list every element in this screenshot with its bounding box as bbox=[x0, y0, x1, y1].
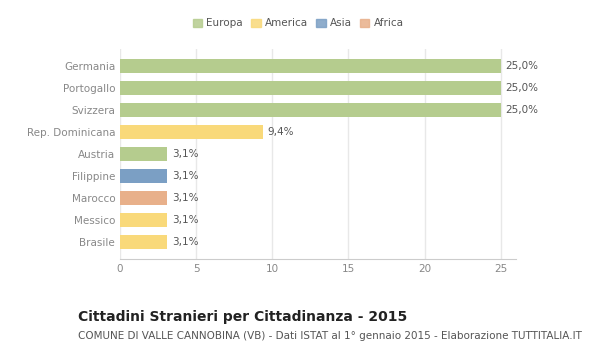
Text: 3,1%: 3,1% bbox=[172, 171, 198, 181]
Text: 3,1%: 3,1% bbox=[172, 237, 198, 247]
Legend: Europa, America, Asia, Africa: Europa, America, Asia, Africa bbox=[191, 16, 406, 30]
Text: 25,0%: 25,0% bbox=[505, 83, 538, 93]
Bar bbox=[120, 235, 167, 250]
Text: 25,0%: 25,0% bbox=[505, 61, 538, 71]
Text: COMUNE DI VALLE CANNOBINA (VB) - Dati ISTAT al 1° gennaio 2015 - Elaborazione TU: COMUNE DI VALLE CANNOBINA (VB) - Dati IS… bbox=[78, 331, 582, 341]
Text: 3,1%: 3,1% bbox=[172, 149, 198, 159]
Text: 3,1%: 3,1% bbox=[172, 193, 198, 203]
Text: 3,1%: 3,1% bbox=[172, 215, 198, 225]
Bar bbox=[120, 103, 501, 117]
Bar bbox=[120, 191, 167, 205]
Bar bbox=[120, 169, 167, 183]
Text: 25,0%: 25,0% bbox=[505, 105, 538, 115]
Text: 9,4%: 9,4% bbox=[268, 127, 294, 137]
Bar bbox=[120, 125, 263, 139]
Bar bbox=[120, 147, 167, 161]
Bar bbox=[120, 58, 501, 73]
Bar bbox=[120, 80, 501, 95]
Text: Cittadini Stranieri per Cittadinanza - 2015: Cittadini Stranieri per Cittadinanza - 2… bbox=[78, 310, 407, 324]
Bar bbox=[120, 213, 167, 228]
